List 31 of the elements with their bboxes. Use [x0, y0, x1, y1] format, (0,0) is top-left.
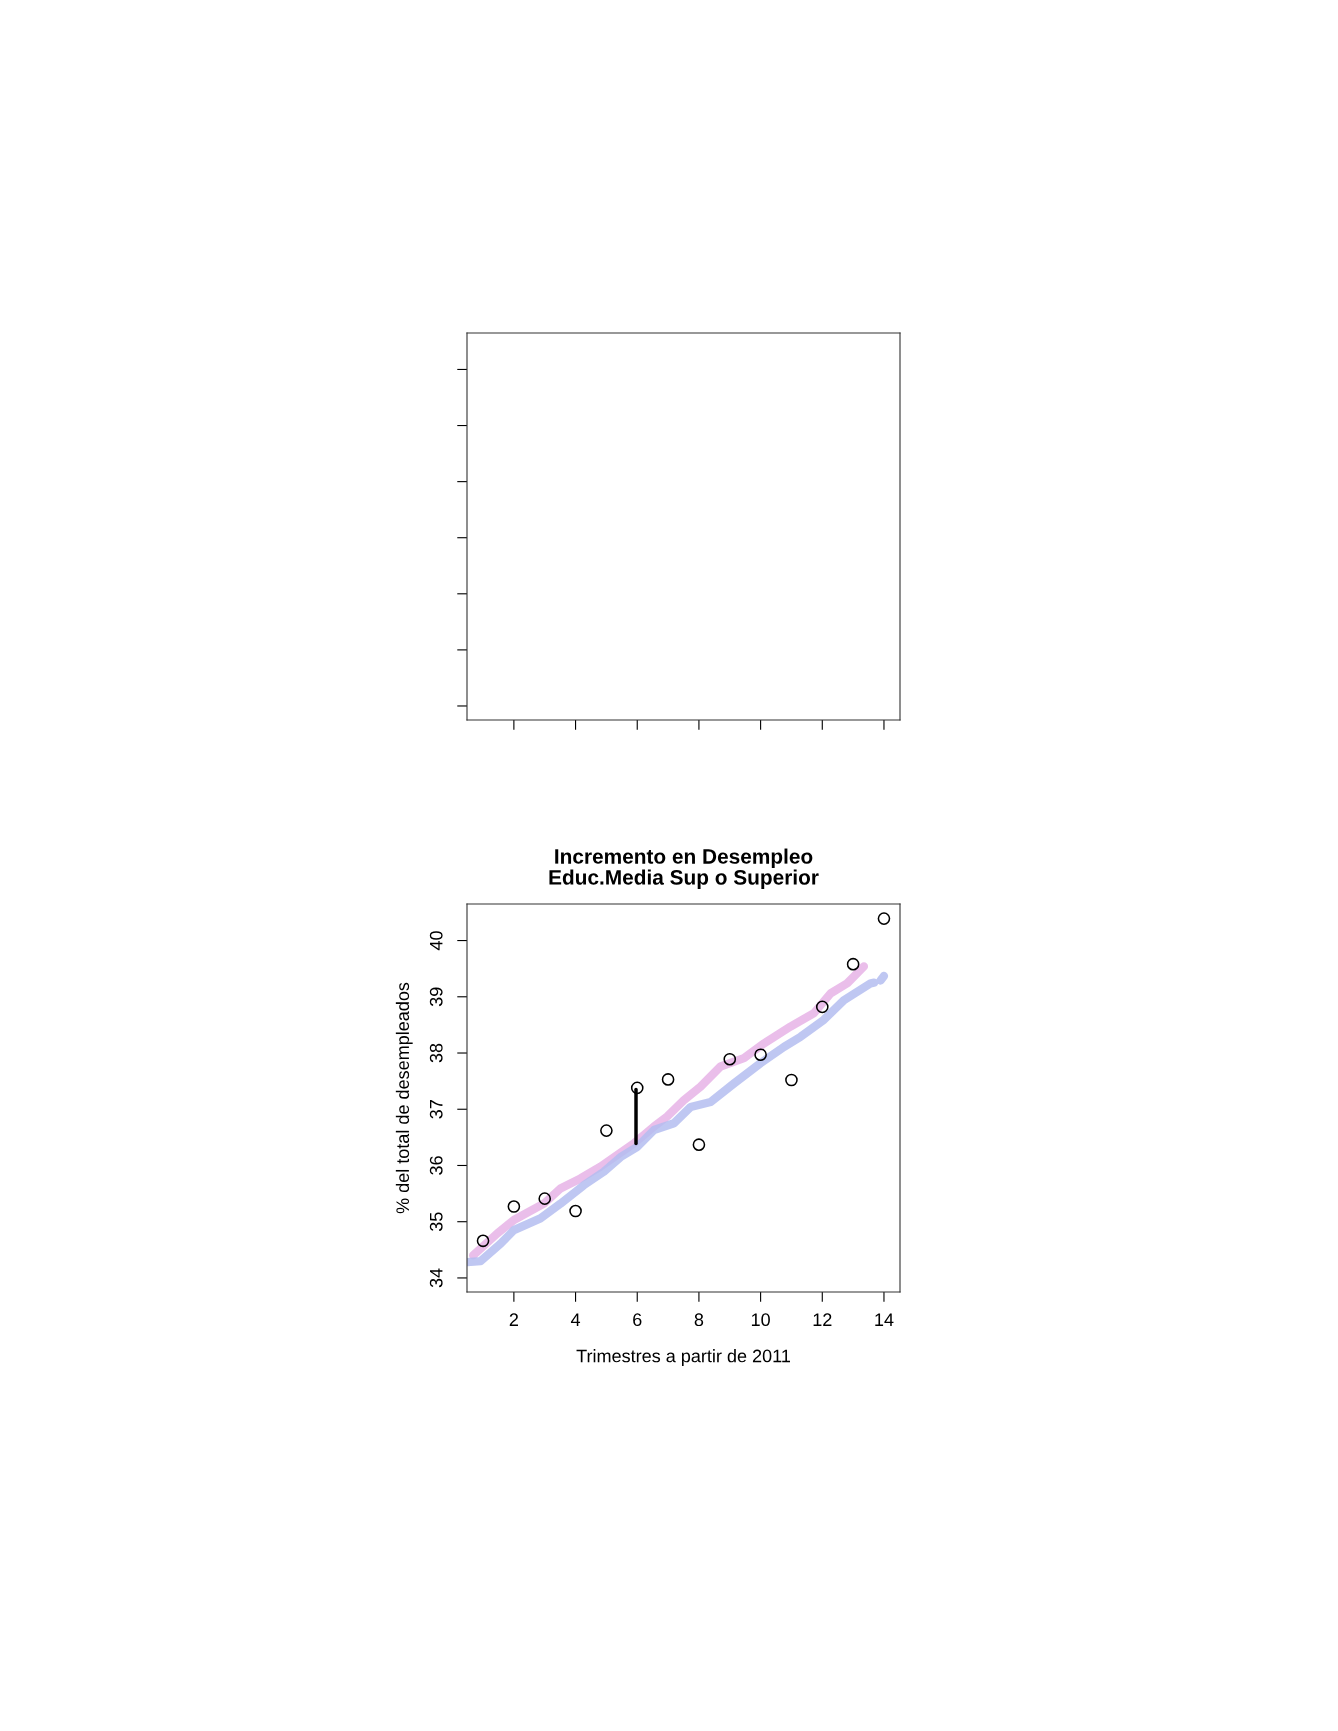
x-tick-label: 8: [694, 1313, 704, 1327]
point: [476, 1234, 490, 1248]
x-tick-label: 10: [751, 1313, 770, 1327]
point: [785, 1073, 798, 1087]
point: [538, 1192, 552, 1205]
x-tick-label: 4: [570, 1313, 581, 1326]
y-tick-label: 35: [429, 1212, 443, 1232]
point: [600, 1124, 613, 1137]
point: [815, 1000, 829, 1014]
y-tick-label: 38: [429, 1043, 443, 1063]
chart-title: Incremento en Desempleo Educ.Media Sup o Superior: [549, 848, 819, 889]
x-tick-label: 12: [813, 1313, 832, 1326]
y-tick-label: 36: [429, 1156, 443, 1175]
point: [507, 1200, 521, 1213]
point: [877, 912, 891, 925]
x-axis-title: Trimestres a partir de 2011: [576, 1349, 790, 1366]
y-tick-label: 39: [429, 987, 443, 1007]
point: [723, 1052, 737, 1066]
y-tick-label: 34: [429, 1268, 443, 1288]
point: [661, 1073, 675, 1086]
point: [692, 1138, 706, 1151]
x-tick-label: 14: [875, 1313, 894, 1326]
y-axis-title: % del total de desempleados: [395, 982, 413, 1214]
y-tick-label: 37: [429, 1100, 443, 1119]
point: [846, 957, 860, 971]
point: [754, 1048, 767, 1062]
point: [630, 1081, 644, 1095]
point: [569, 1204, 582, 1218]
x-tick-label: 2: [509, 1313, 518, 1326]
x-tick-label: 6: [633, 1313, 642, 1327]
y-tick-label: 40: [429, 931, 443, 951]
